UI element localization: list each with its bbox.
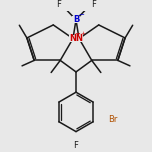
Text: +: + [81, 31, 86, 36]
Text: F: F [56, 0, 61, 9]
Bar [69, 35, 77, 42]
Text: F: F [74, 141, 78, 150]
Bar [72, 16, 80, 23]
Text: B: B [73, 15, 79, 24]
Text: N: N [69, 34, 76, 43]
Text: −: − [78, 12, 84, 18]
Text: N: N [76, 34, 83, 43]
Text: −: − [74, 31, 80, 37]
Bar [75, 35, 83, 42]
Text: Br: Br [108, 115, 118, 124]
Text: F: F [91, 0, 96, 9]
